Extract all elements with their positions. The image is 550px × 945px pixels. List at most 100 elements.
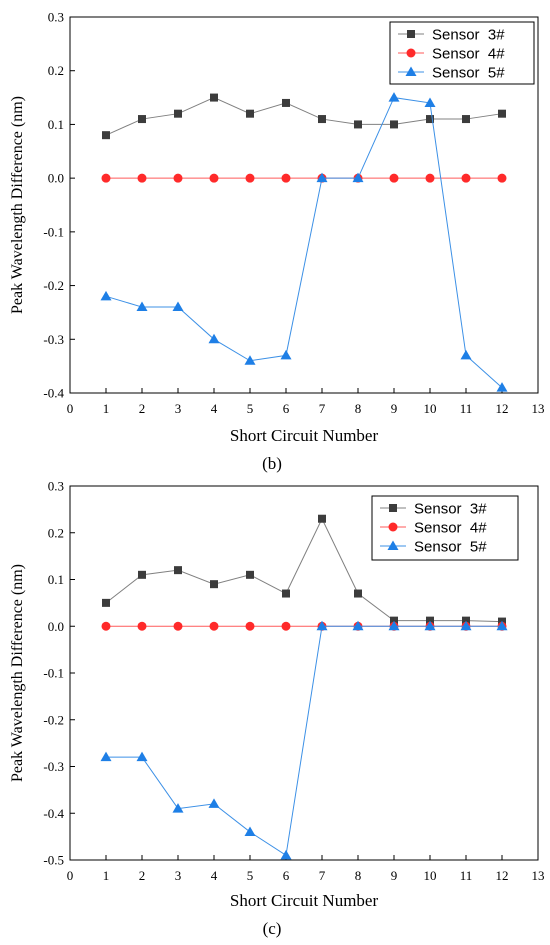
data-point [354,589,362,598]
x-tick-label: 4 [211,868,218,883]
x-axis-label: Short Circuit Number [230,891,379,910]
x-tick-label: 10 [424,401,437,416]
panel-label: (b) [262,454,282,473]
y-tick-label: 0.2 [48,63,64,78]
y-tick-label: 0.2 [48,525,64,540]
data-point [390,120,398,129]
data-point [498,109,506,118]
x-tick-label: 1 [103,401,110,416]
y-tick-label: -0.3 [43,759,64,774]
data-point [100,751,112,762]
y-tick-label: -0.2 [43,712,64,727]
data-point [244,355,256,365]
x-tick-label: 4 [211,401,218,416]
data-point [426,115,434,124]
data-point [210,580,218,589]
data-point [281,173,291,183]
data-point [389,173,399,183]
data-point [137,621,147,631]
y-tick-label: 0.1 [48,117,64,132]
data-point [173,621,183,631]
x-tick-label: 2 [139,401,146,416]
data-point [210,93,218,102]
data-point [136,751,148,762]
legend: Sensor 3# Sensor 4# Sensor 5# [389,21,535,85]
x-tick-label: 8 [355,868,362,883]
x-tick-label: 3 [175,401,182,416]
data-point [281,621,291,631]
legend-label: Sensor 5# [414,539,487,556]
data-point [174,566,182,575]
x-tick-label: 7 [319,868,326,883]
legend-label: Sensor 4# [414,520,487,537]
y-tick-label: -0.1 [43,224,64,239]
data-point [102,598,110,607]
legend-label: Sensor 3# [432,27,505,44]
data-point [316,620,328,631]
data-point [424,620,436,631]
data-point [137,173,147,183]
x-tick-label: 1 [103,868,110,883]
data-point [209,621,219,631]
series-line [106,625,502,857]
x-tick-label: 3 [175,868,182,883]
y-tick-label: 0.1 [48,572,64,587]
data-point [100,290,112,301]
data-point [208,798,220,808]
chart-panel-b: 0 1 2 3 4 5 6 7 8 9 10 11 12 13-0.4-0.3-0.2-0.10.00.1… [9,10,545,474]
data-point [462,616,470,625]
data-point [174,109,182,118]
data-point [244,826,256,836]
y-tick-label: 0.3 [48,10,64,25]
data-point [425,173,435,183]
data-point [388,620,400,631]
data-point [461,173,471,183]
data-point [390,616,398,625]
data-point [352,620,364,631]
data-point [354,120,362,129]
series-group [100,514,508,860]
data-point [497,173,507,183]
data-point [280,349,292,360]
y-tick-label: 0.0 [48,171,64,186]
y-tick-label: -0.4 [43,806,64,821]
data-point [318,115,326,124]
tick-group: 0 1 2 3 4 5 6 7 8 9 10 11 12 13-0.4-0.3-0.2-0.10.00.1… [43,10,544,417]
data-point [209,173,219,183]
legend-marker [406,48,416,58]
data-point [138,570,146,579]
y-tick-label: -0.3 [43,332,64,347]
legend-marker [387,540,399,550]
y-tick-label: 0.0 [48,619,64,634]
x-tick-label: 11 [460,868,473,883]
x-tick-label: 10 [424,868,437,883]
x-tick-label: 6 [283,401,290,416]
x-tick-label: 2 [139,868,146,883]
x-axis-label: Short Circuit Number [230,426,379,445]
y-axis-label: Peak Wavelength Difference (nm) [9,564,26,782]
data-point [245,173,255,183]
data-point [282,589,290,598]
x-tick-label: 0 [67,401,74,416]
tick-group: 0 1 2 3 4 5 6 7 8 9 10 11 12 13-0.5-0.4-0.3-0.2-0.10.… [43,479,544,884]
series-line [105,97,503,389]
y-tick-label: -0.5 [43,853,64,868]
series-line [105,517,503,623]
y-tick-label: 0.3 [48,479,64,494]
data-point [246,570,254,579]
data-point [138,115,146,124]
data-point [280,849,292,860]
data-point [388,92,400,102]
data-point [172,301,184,312]
data-point [102,131,110,140]
x-tick-label: 12 [496,868,509,883]
x-tick-label: 5 [247,868,254,883]
data-point [462,115,470,124]
panel-label: (c) [263,919,282,938]
y-axis-label: Peak Wavelength Difference (nm) [9,96,26,314]
series-group [100,92,508,392]
data-point [460,349,472,360]
x-tick-label: 9 [391,401,398,416]
data-point [496,382,508,392]
